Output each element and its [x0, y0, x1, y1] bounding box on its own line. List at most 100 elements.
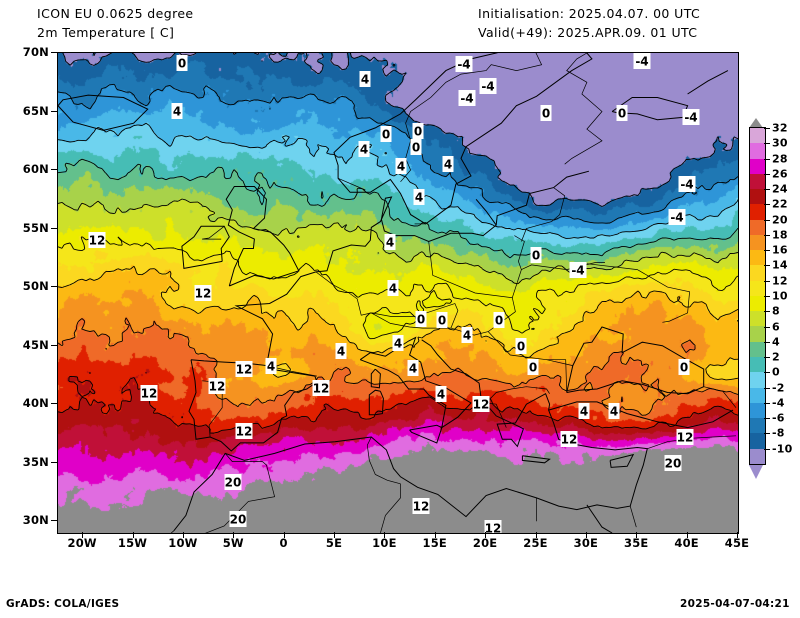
initialisation-label: Initialisation: 2025.04.07. 00 UTC: [478, 6, 701, 21]
colorbar-tick-label: 20: [772, 213, 788, 227]
colorbar-tick-label: 30: [772, 136, 788, 150]
x-axis-tick: [233, 532, 235, 538]
field-title: 2m Temperature [ C]: [37, 25, 175, 40]
colorbar-tick-label: 2: [772, 350, 780, 364]
colorbar-tick: [764, 402, 770, 404]
x-axis-tick: [636, 532, 638, 538]
svg-text:4: 4: [267, 360, 275, 374]
x-axis-tick: [686, 532, 688, 538]
y-axis-label: 45N: [22, 337, 49, 352]
colorbar-tick-label: 28: [772, 152, 788, 166]
colorbar-tick: [764, 311, 770, 313]
colorbar-tick-label: 12: [772, 274, 788, 288]
colorbar-segment: [750, 143, 765, 159]
svg-text:4: 4: [397, 160, 405, 174]
colorbar-tick-label: 16: [772, 243, 788, 257]
x-axis-label: 20E: [472, 536, 498, 550]
svg-text:4: 4: [337, 345, 345, 359]
colorbar-tick-label: 32: [772, 121, 788, 135]
colorbar-segment: [750, 448, 765, 464]
svg-text:0: 0: [529, 361, 537, 375]
svg-text:12: 12: [195, 287, 212, 301]
svg-text:12: 12: [485, 522, 502, 534]
svg-text:0: 0: [412, 141, 420, 155]
colorbar-tick-label: -2: [772, 381, 785, 395]
x-axis-label: 5E: [325, 536, 343, 550]
x-axis-label: 15W: [117, 536, 148, 550]
colorbar-tick: [764, 357, 770, 359]
colorbar-tick: [764, 128, 770, 129]
svg-text:20: 20: [230, 513, 247, 527]
x-axis-tick: [334, 532, 336, 538]
svg-text:-4: -4: [571, 264, 584, 278]
y-axis-tick: [51, 227, 57, 229]
colorbar-segment: [750, 219, 765, 235]
svg-text:0: 0: [414, 125, 422, 139]
svg-text:-4: -4: [684, 111, 697, 125]
colorbar-segment: [750, 341, 765, 357]
x-axis-label: 40E: [674, 536, 699, 550]
svg-text:12: 12: [236, 363, 253, 377]
colorbar[interactable]: [749, 127, 766, 465]
svg-text:12: 12: [236, 425, 253, 439]
svg-text:0: 0: [438, 314, 446, 328]
y-axis-tick: [51, 520, 57, 522]
temperature-map[interactable]: -4 -4 0 -4 0 0 4 -4 0 0 4 -4 4 4 0 4 4 -4 -4 12 4 0 -4 12 4 0 0 4 4 4…: [57, 52, 739, 534]
colorbar-segment: [750, 173, 765, 190]
colorbar-tick: [764, 280, 770, 282]
y-axis-label: 30N: [22, 513, 49, 528]
x-axis-tick: [132, 532, 134, 538]
colorbar-tick: [764, 143, 770, 145]
y-axis-label: 65N: [22, 103, 49, 118]
svg-text:12: 12: [413, 500, 430, 514]
svg-text:4: 4: [444, 158, 452, 172]
colorbar-tick: [764, 219, 770, 221]
valid-time-label: Valid(+49): 2025.APR.09. 01 UTC: [478, 25, 698, 40]
y-axis-tick: [51, 169, 57, 171]
colorbar-tick: [764, 387, 770, 389]
svg-text:4: 4: [386, 236, 394, 250]
x-axis-label: 45E: [724, 536, 750, 550]
colorbar-tick-label: -8: [772, 426, 785, 440]
colorbar-tick-label: 8: [772, 304, 780, 318]
colorbar-tick: [764, 448, 770, 450]
x-axis-label: 5W: [222, 536, 244, 550]
colorbar-tick-label: -4: [772, 396, 785, 410]
svg-text:0: 0: [417, 313, 425, 327]
svg-text:4: 4: [437, 388, 445, 402]
x-axis-label: 20W: [67, 536, 97, 550]
y-axis-tick: [51, 461, 57, 463]
svg-text:12: 12: [209, 380, 226, 394]
colorbar-segment: [750, 250, 765, 266]
svg-text:4: 4: [415, 191, 423, 205]
svg-text:0: 0: [532, 249, 540, 263]
svg-text:20: 20: [665, 457, 682, 471]
colorbar-tick-label: -10: [772, 442, 793, 456]
colorbar-segment: [750, 387, 765, 403]
colorbar-segment: [750, 311, 765, 327]
colorbar-tick-label: -6: [772, 411, 785, 425]
colorbar-tick-label: 22: [772, 197, 788, 211]
svg-text:12: 12: [677, 431, 694, 445]
y-axis-label: 55N: [22, 220, 49, 235]
x-axis-tick: [82, 532, 84, 538]
colorbar-segment: [750, 265, 765, 281]
generated-stamp: 2025-04-07-04:21: [680, 598, 790, 610]
colorbar-tick: [764, 372, 770, 374]
colorbar-tick: [764, 326, 770, 328]
svg-text:-4: -4: [481, 80, 494, 94]
x-axis-label: 15E: [422, 536, 447, 550]
svg-text:12: 12: [561, 433, 578, 447]
svg-text:-4: -4: [457, 58, 470, 72]
colorbar-tick-label: 0: [772, 365, 780, 379]
colorbar-segment: [750, 326, 765, 342]
x-axis-tick: [585, 532, 587, 538]
y-axis-tick: [51, 403, 57, 405]
colorbar-tick-label: 4: [772, 335, 780, 349]
colorbar-tick: [764, 433, 770, 435]
x-axis-label: 30E: [573, 536, 599, 550]
colorbar-tick: [764, 296, 770, 297]
colorbar-under-arrow-icon: [749, 465, 763, 479]
svg-text:-4: -4: [460, 92, 473, 106]
